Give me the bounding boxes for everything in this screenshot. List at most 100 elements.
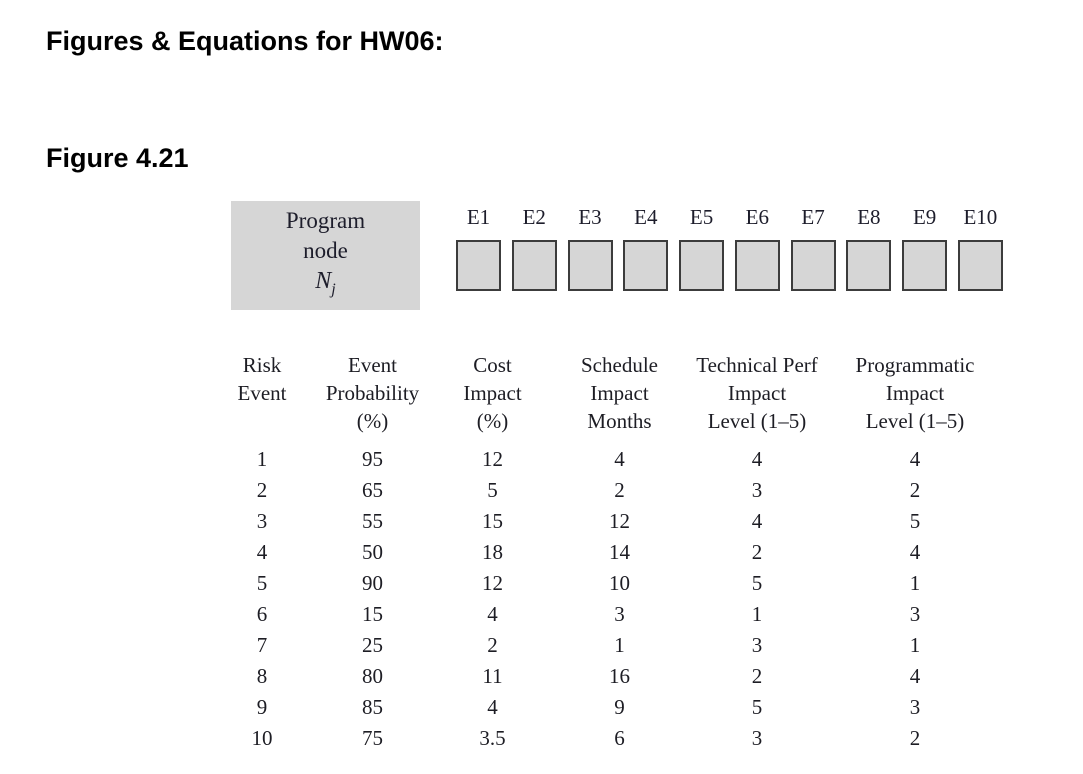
table-cell: 95 xyxy=(362,447,383,471)
event-box xyxy=(790,240,836,291)
table-cell: 3 xyxy=(909,695,921,719)
table-cell: 3 xyxy=(909,602,921,626)
table-cell: 5 xyxy=(909,509,921,533)
table-cell: 4 xyxy=(487,695,498,719)
table-row: 10 75 3.5 6 3 2 xyxy=(209,723,1000,754)
column-header-risk-event: Risk Event xyxy=(209,351,315,444)
program-node-symbol-letter: N xyxy=(315,268,332,295)
table-cell: 1 xyxy=(909,571,921,595)
event-label: E7 xyxy=(801,205,825,229)
event-box xyxy=(623,240,669,291)
table-cell: 16 xyxy=(609,664,630,688)
event-box xyxy=(567,240,613,291)
event-label: E1 xyxy=(466,205,491,229)
header-line: Level (1–5) xyxy=(707,409,807,433)
risk-table-header: Risk Event Event Probability (%) Cost Im… xyxy=(209,351,1000,444)
header-line: Risk xyxy=(242,353,282,377)
event-label: E9 xyxy=(912,205,937,229)
table-cell: 1 xyxy=(256,447,268,471)
header-line: Impact xyxy=(727,381,787,405)
header-line: Programmatic xyxy=(855,353,975,377)
table-cell: 12 xyxy=(482,571,503,595)
column-header-cost-impact: Cost Impact (%) xyxy=(430,351,555,444)
table-cell: 2 xyxy=(751,540,763,564)
program-node-line1: Program xyxy=(285,208,366,234)
risk-table-body: 1 95 12 4 4 4 2 65 5 2 3 2 3 55 15 12 4 5 4 50 18 14 2 4 5 90 12 10… xyxy=(209,444,1000,754)
table-cell: 9 xyxy=(614,695,625,719)
table-cell: 85 xyxy=(362,695,383,719)
table-cell: 12 xyxy=(609,509,630,533)
event-label: E5 xyxy=(689,205,714,229)
table-cell: 4 xyxy=(751,509,763,533)
table-cell: 5 xyxy=(487,478,498,502)
table-cell: 15 xyxy=(362,602,383,626)
event-unit: E6 xyxy=(734,206,781,291)
event-box xyxy=(902,240,948,291)
table-cell: 12 xyxy=(482,447,503,471)
table-cell: 90 xyxy=(362,571,383,595)
header-line: (%) xyxy=(356,409,389,433)
header-line: Impact xyxy=(463,381,522,405)
event-label: E10 xyxy=(963,205,998,229)
table-cell: 2 xyxy=(614,478,625,502)
table-cell: 2 xyxy=(909,726,921,750)
risk-events-table: Risk Event Event Probability (%) Cost Im… xyxy=(209,351,1000,754)
table-cell: 3.5 xyxy=(479,726,506,750)
table-cell: 6 xyxy=(256,602,268,626)
header-line: Months xyxy=(587,409,652,433)
table-cell: 3 xyxy=(256,509,268,533)
column-header-programmatic-impact: Programmatic Impact Level (1–5) xyxy=(830,351,1000,444)
table-cell: 5 xyxy=(751,695,763,719)
table-cell: 5 xyxy=(751,571,763,595)
table-cell: 4 xyxy=(909,540,921,564)
table-cell: 55 xyxy=(362,509,383,533)
table-cell: 25 xyxy=(362,633,383,657)
event-box xyxy=(511,240,557,291)
event-unit: E8 xyxy=(845,206,892,291)
header-line: Impact xyxy=(590,381,649,405)
table-cell: 65 xyxy=(362,478,383,502)
table-row: 4 50 18 14 2 4 xyxy=(209,537,1000,568)
header-line: Event xyxy=(348,353,397,377)
table-cell: 11 xyxy=(482,664,503,688)
header-line: Event xyxy=(237,381,287,405)
table-cell: 3 xyxy=(751,726,763,750)
table-cell: 1 xyxy=(751,602,763,626)
event-box xyxy=(456,240,501,291)
table-row: 7 25 2 1 3 1 xyxy=(209,630,1000,661)
event-label: E4 xyxy=(634,205,658,229)
table-cell: 4 xyxy=(487,602,498,626)
column-header-event-probability: Event Probability (%) xyxy=(315,351,430,444)
table-cell: 2 xyxy=(487,633,498,657)
event-unit: E7 xyxy=(790,206,837,291)
table-cell: 4 xyxy=(614,447,625,471)
table-row: 1 95 12 4 4 4 xyxy=(209,444,1000,475)
table-cell: 3 xyxy=(614,602,625,626)
table-row: 6 15 4 3 1 3 xyxy=(209,599,1000,630)
column-header-schedule-impact: Schedule Impact Months xyxy=(555,351,684,444)
table-cell: 8 xyxy=(256,664,268,688)
table-cell: 80 xyxy=(362,664,383,688)
table-cell: 10 xyxy=(251,726,273,750)
header-line: Probability xyxy=(325,381,420,405)
table-cell: 2 xyxy=(909,478,921,502)
table-cell: 4 xyxy=(751,447,763,471)
table-cell: 9 xyxy=(256,695,268,719)
page-title: Figures & Equations for HW06: xyxy=(46,26,444,56)
event-unit: E4 xyxy=(622,206,669,291)
table-cell: 4 xyxy=(909,447,921,471)
program-node-symbol: Nj xyxy=(315,266,335,305)
table-cell: 10 xyxy=(609,571,630,595)
table-cell: 6 xyxy=(614,726,625,750)
event-label: E8 xyxy=(857,205,881,229)
program-node-symbol-subscript: j xyxy=(331,280,336,298)
table-cell: 75 xyxy=(362,726,383,750)
column-header-technical-perf-impact: Technical Perf Impact Level (1–5) xyxy=(684,351,830,444)
header-line: Schedule xyxy=(581,353,658,377)
event-label: E2 xyxy=(522,205,546,229)
table-row: 2 65 5 2 3 2 xyxy=(209,475,1000,506)
table-row: 8 80 11 16 2 4 xyxy=(209,661,1000,692)
header-line: Level (1–5) xyxy=(865,409,965,433)
event-label: E3 xyxy=(578,205,602,229)
event-unit: E10 xyxy=(957,206,1004,291)
